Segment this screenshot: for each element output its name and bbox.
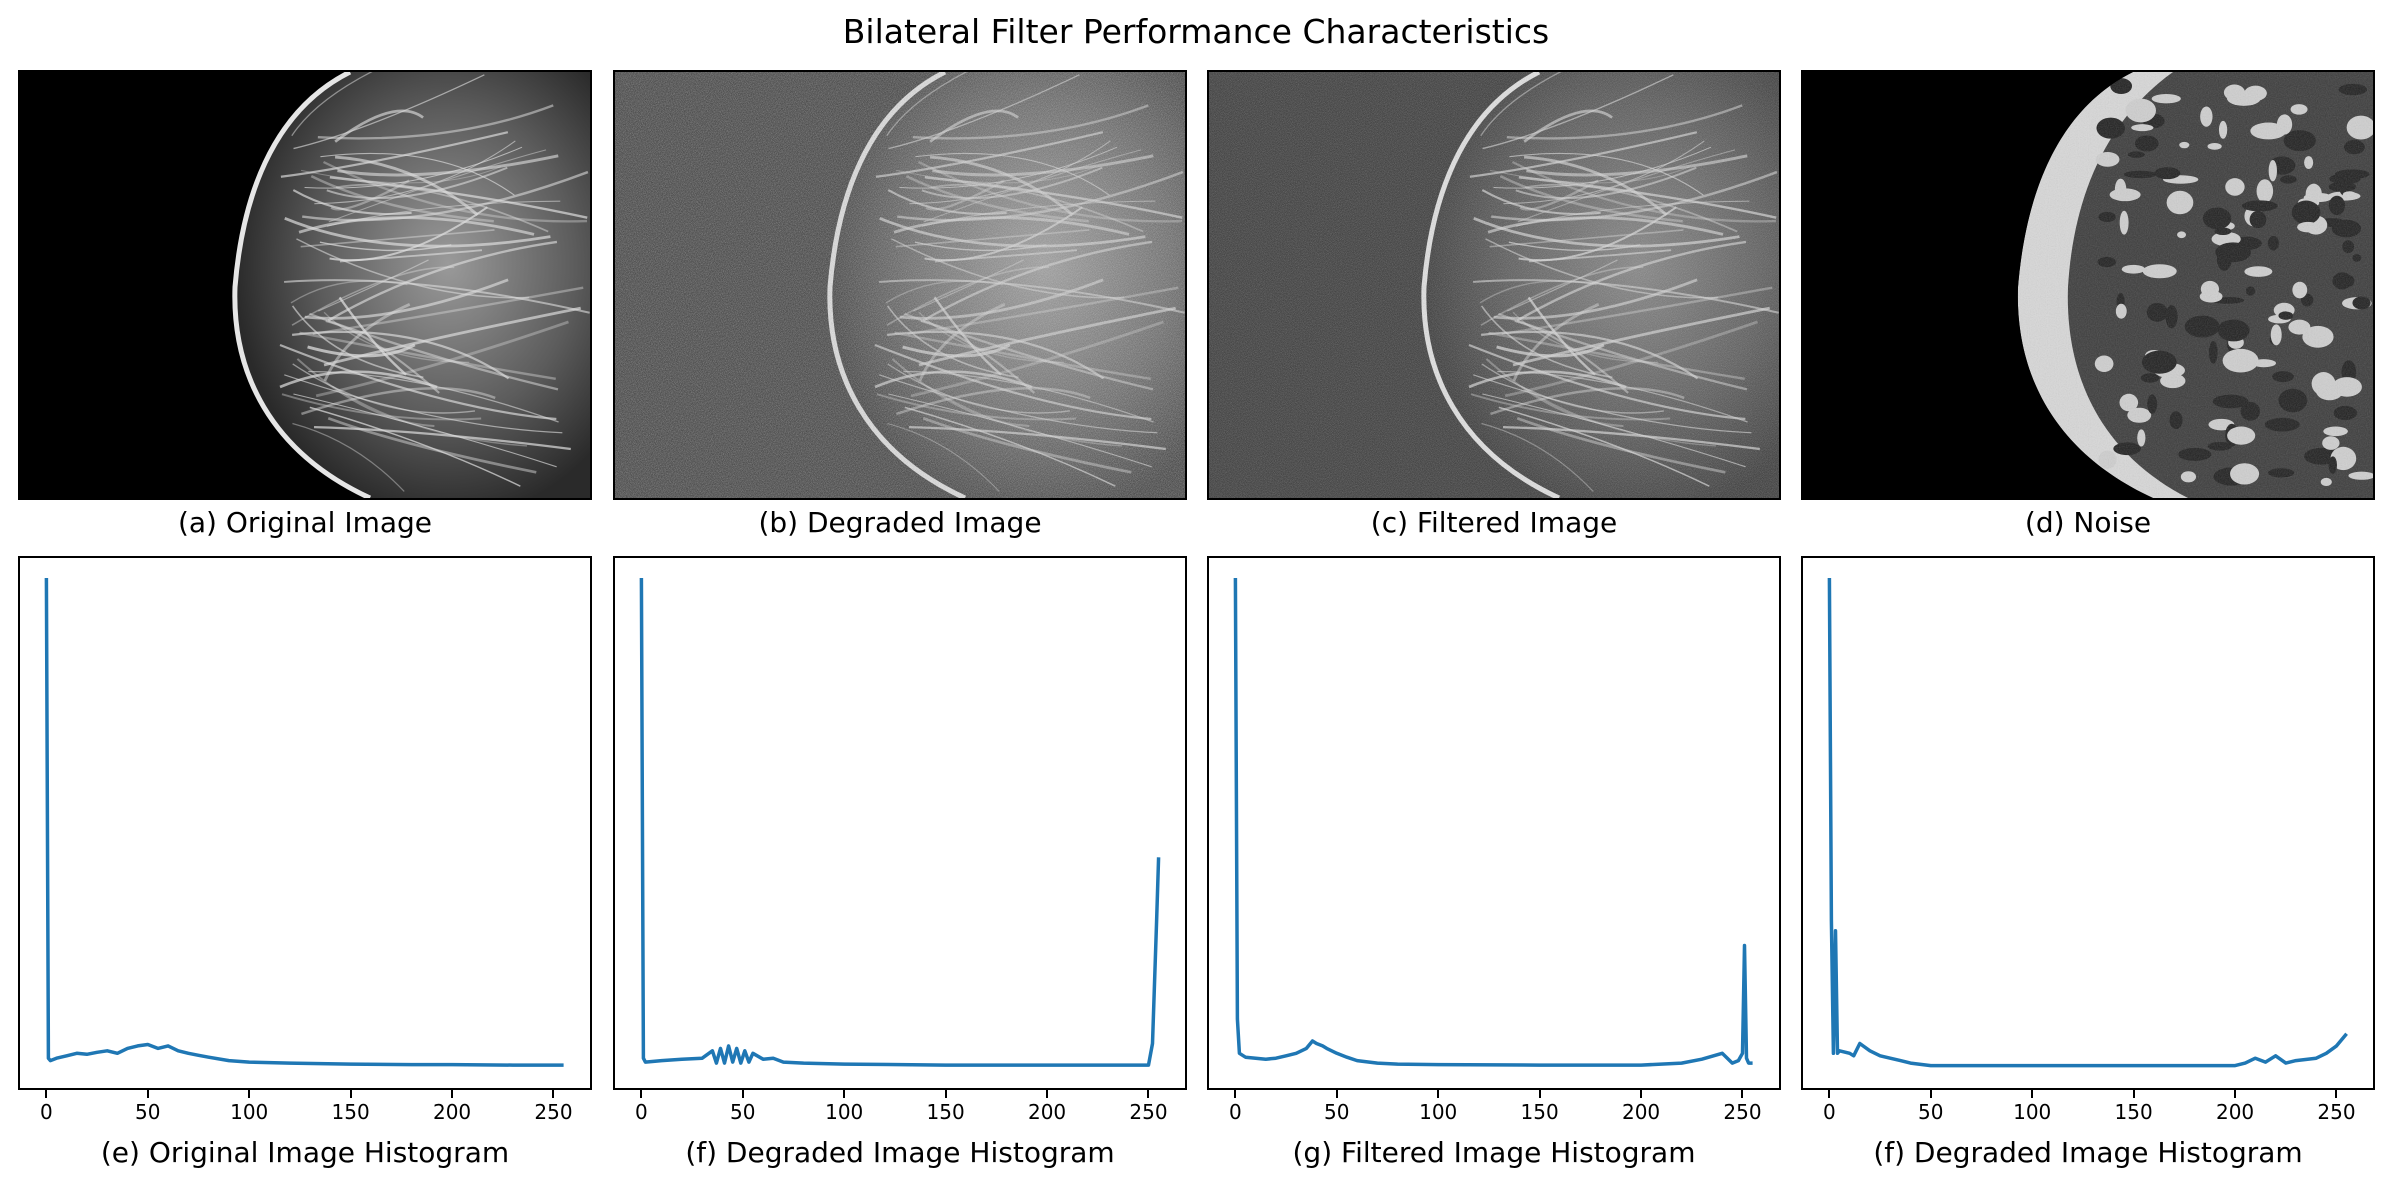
histogram-line xyxy=(1233,577,1753,1067)
x-tick-label: 100 xyxy=(1419,1100,1458,1124)
degraded-histogram-panel xyxy=(613,556,1187,1090)
x-tick-label: 50 xyxy=(730,1100,756,1124)
x-tick-mark xyxy=(1147,1090,1150,1098)
x-tick-label: 200 xyxy=(432,1100,472,1124)
filtered-image-graphic xyxy=(1209,72,1779,498)
x-tick-mark xyxy=(2132,1090,2135,1098)
x-tick-label: 250 xyxy=(2317,1100,2356,1124)
x-tick-mark xyxy=(146,1090,149,1098)
x-tick-mark xyxy=(451,1090,454,1098)
x-tick-mark xyxy=(1046,1090,1049,1098)
filtered-histogram-panel xyxy=(1207,556,1781,1090)
x-tick-mark xyxy=(45,1090,48,1098)
x-tick-label: 0 xyxy=(1228,1100,1242,1124)
noise-image-panel xyxy=(1801,70,2375,500)
original-histogram-caption: (e) Original Image Histogram xyxy=(100,1136,510,1169)
x-tick-mark xyxy=(2335,1090,2338,1098)
x-tick-mark xyxy=(741,1090,744,1098)
x-tick-mark xyxy=(640,1090,643,1098)
x-tick-mark xyxy=(1538,1090,1541,1098)
noise-image-graphic xyxy=(1803,72,2373,498)
x-tick-label: 200 xyxy=(2215,1100,2255,1124)
x-tick-mark xyxy=(1437,1090,1440,1098)
x-tick-label: 100 xyxy=(230,1100,269,1124)
x-tick-label: 250 xyxy=(534,1100,573,1124)
x-tick-label: 200 xyxy=(1621,1100,1661,1124)
x-tick-label: 0 xyxy=(39,1100,53,1124)
x-tick-mark xyxy=(843,1090,846,1098)
x-tick-label: 50 xyxy=(1324,1100,1350,1124)
original-image-caption: (a) Original Image xyxy=(177,506,433,539)
x-tick-label: 100 xyxy=(2013,1100,2052,1124)
histogram-line xyxy=(639,577,1161,1067)
histogram-line xyxy=(44,577,564,1067)
histogram-plot-area xyxy=(44,577,564,1067)
degraded-image-graphic xyxy=(615,72,1185,498)
x-tick-mark xyxy=(1741,1090,1744,1098)
degraded-histogram-caption: (f) Degraded Image Histogram xyxy=(685,1136,1115,1169)
x-tick-label: 50 xyxy=(1918,1100,1944,1124)
x-tick-mark xyxy=(349,1090,352,1098)
figure-title: Bilateral Filter Performance Characteris… xyxy=(842,12,1550,51)
histogram-plot-area xyxy=(639,577,1161,1067)
noise-histogram-caption: (f) Degraded Image Histogram xyxy=(1873,1136,2303,1169)
x-tick-label: 0 xyxy=(1822,1100,1836,1124)
degraded-image-panel xyxy=(613,70,1187,500)
x-tick-mark xyxy=(1640,1090,1643,1098)
x-tick-mark xyxy=(1335,1090,1338,1098)
histogram-plot-area xyxy=(1233,577,1753,1067)
noise-histogram-panel xyxy=(1801,556,2375,1090)
x-tick-label: 50 xyxy=(135,1100,161,1124)
x-tick-label: 150 xyxy=(2114,1100,2153,1124)
x-tick-mark xyxy=(1234,1090,1237,1098)
x-tick-mark xyxy=(2031,1090,2034,1098)
original-image-panel xyxy=(18,70,592,500)
degraded-image-caption: (b) Degraded Image xyxy=(758,506,1042,539)
histogram-line xyxy=(1827,577,2348,1068)
x-tick-label: 200 xyxy=(1027,1100,1067,1124)
x-tick-label: 100 xyxy=(825,1100,864,1124)
original-image-graphic xyxy=(20,72,590,498)
noise-image-caption: (d) Noise xyxy=(2024,506,2152,539)
x-tick-mark xyxy=(944,1090,947,1098)
x-tick-mark xyxy=(1828,1090,1831,1098)
x-tick-mark xyxy=(1929,1090,1932,1098)
histogram-plot-area xyxy=(1827,577,2348,1068)
x-tick-mark xyxy=(552,1090,555,1098)
x-tick-label: 250 xyxy=(1129,1100,1168,1124)
x-tick-label: 250 xyxy=(1723,1100,1762,1124)
x-tick-label: 150 xyxy=(926,1100,965,1124)
x-tick-label: 150 xyxy=(331,1100,370,1124)
filtered-histogram-caption: (g) Filtered Image Histogram xyxy=(1292,1136,1696,1169)
filtered-image-caption: (c) Filtered Image xyxy=(1370,506,1618,539)
x-tick-mark xyxy=(2234,1090,2237,1098)
filtered-image-panel xyxy=(1207,70,1781,500)
x-tick-label: 150 xyxy=(1520,1100,1559,1124)
x-tick-label: 0 xyxy=(634,1100,648,1124)
x-tick-mark xyxy=(248,1090,251,1098)
original-histogram-panel xyxy=(18,556,592,1090)
